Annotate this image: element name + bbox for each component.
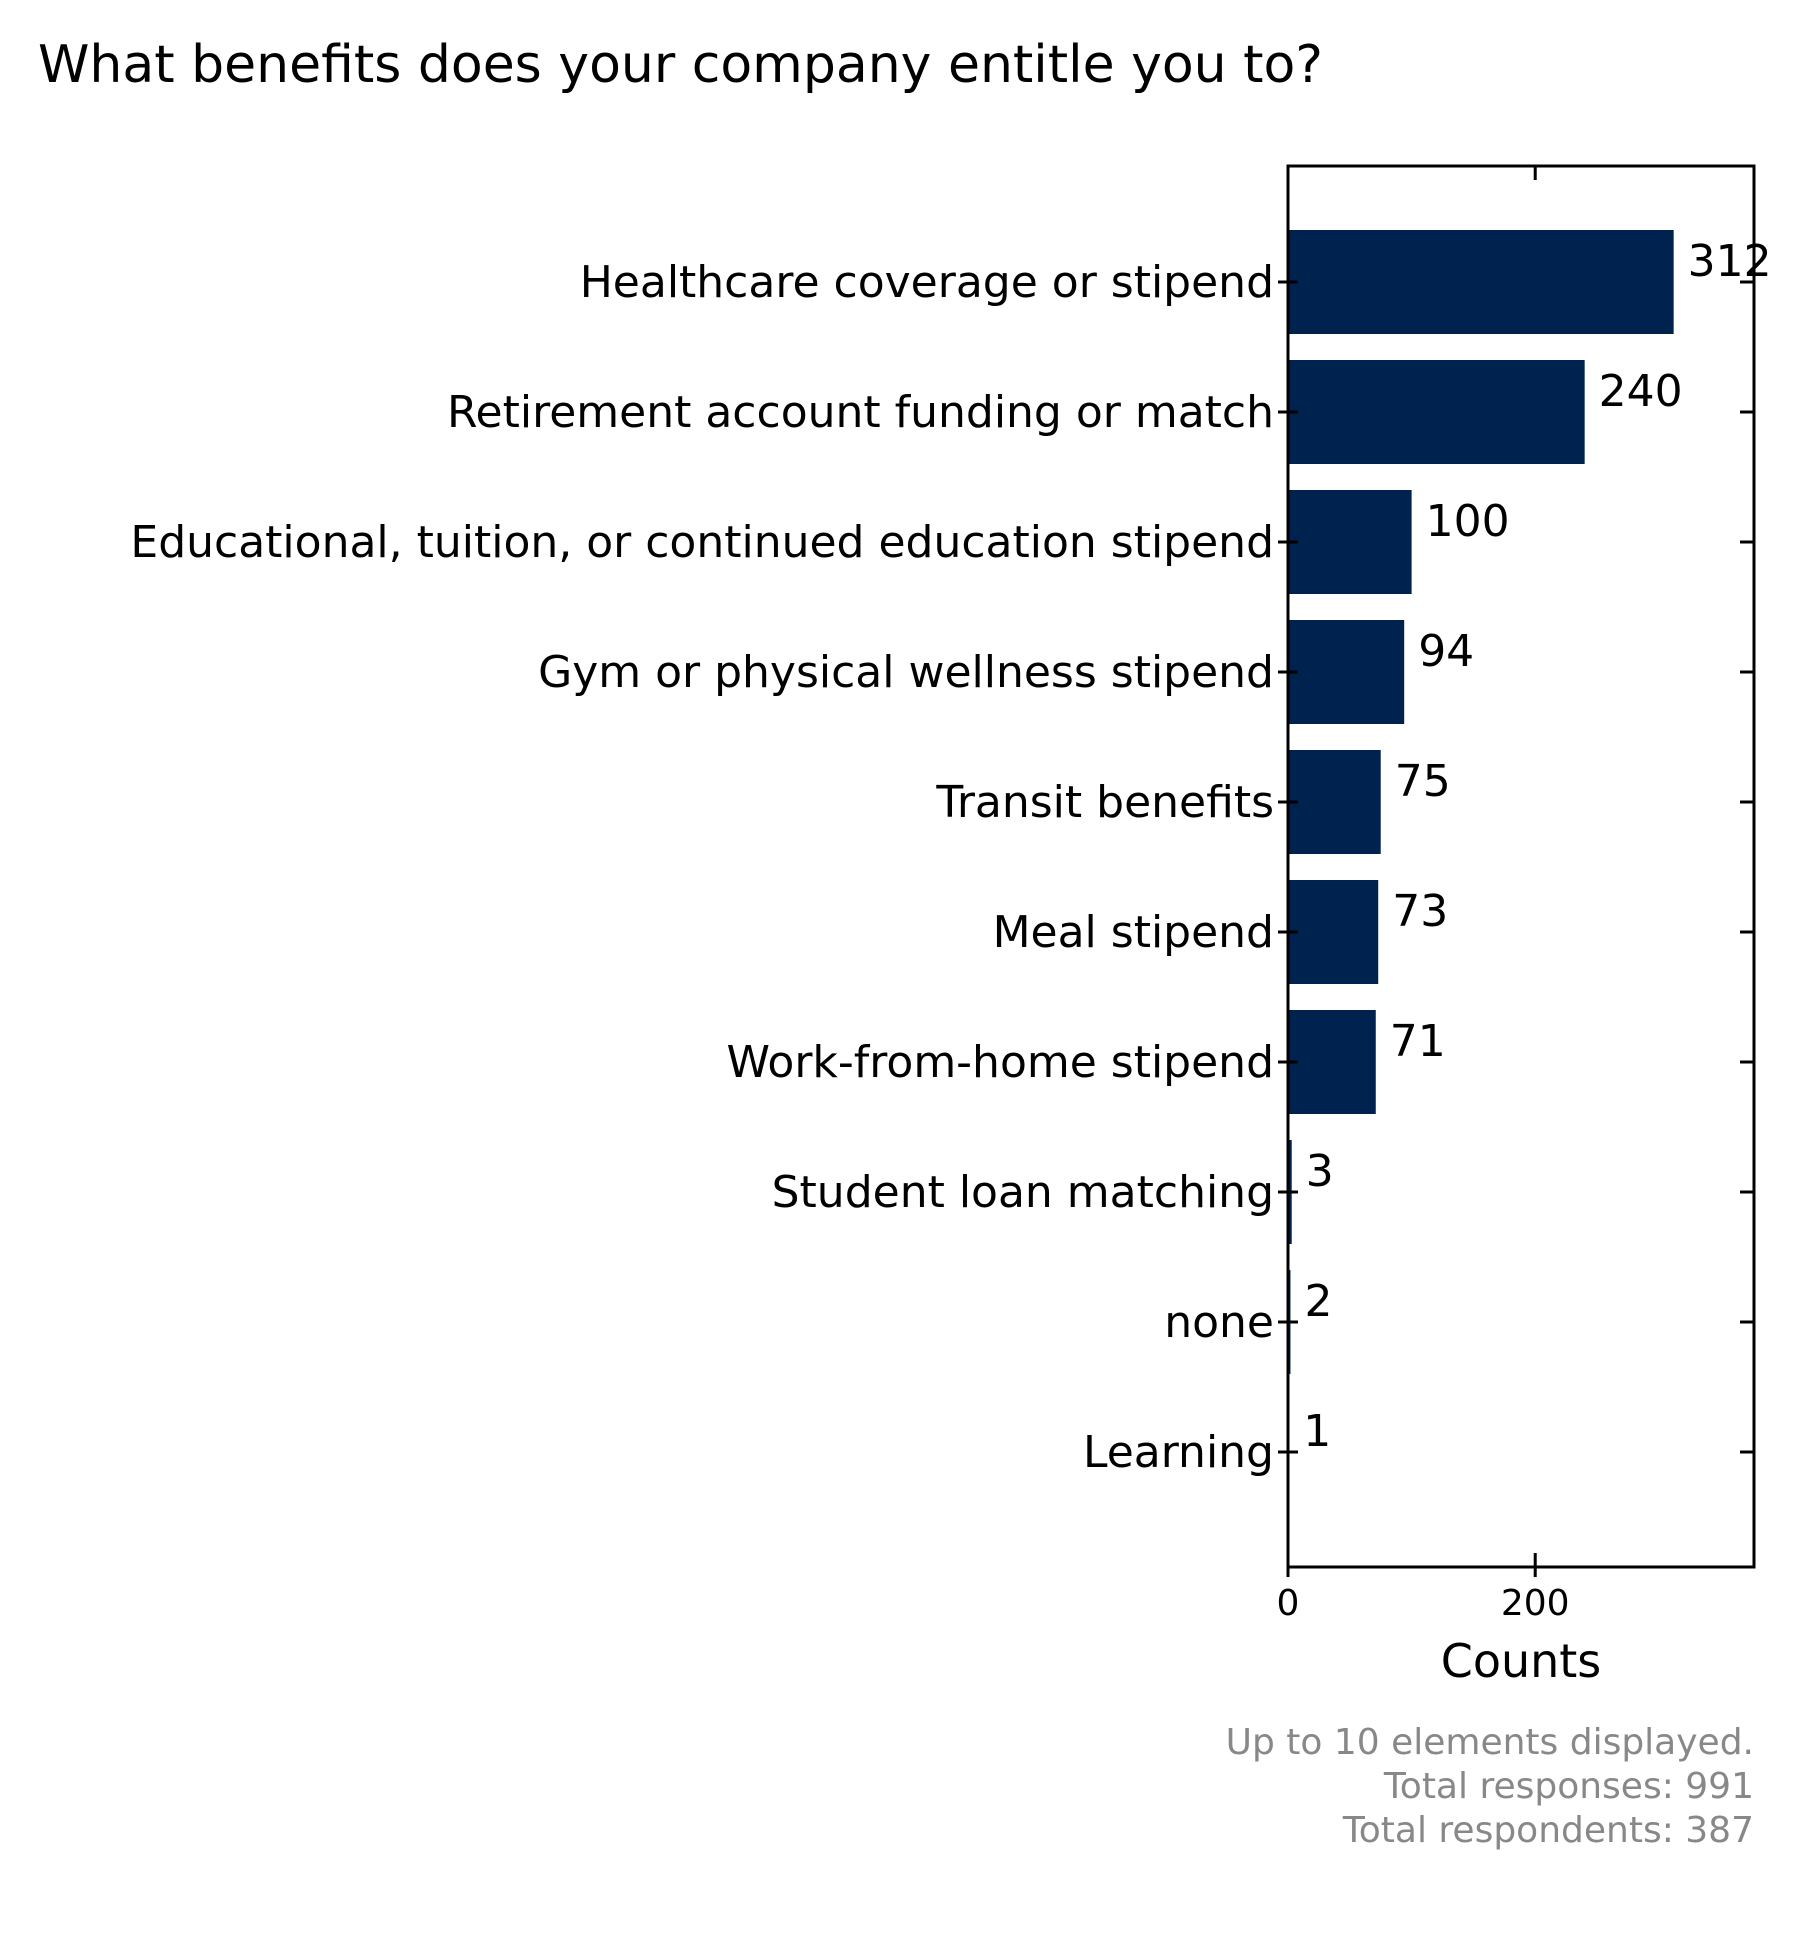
- x-axis-title: Counts: [1441, 1634, 1602, 1688]
- category-label-9: Learning: [1083, 1427, 1274, 1478]
- value-label-7: 3: [1306, 1146, 1334, 1197]
- footnote-elements-displayed: Up to 10 elements displayed.: [1226, 1722, 1754, 1763]
- category-label-3: Gym or physical wellness stipend: [538, 647, 1274, 698]
- value-label-4: 75: [1395, 756, 1451, 807]
- value-label-8: 2: [1304, 1276, 1332, 1327]
- category-label-8: none: [1164, 1297, 1274, 1348]
- bar-6: [1288, 1010, 1376, 1114]
- value-label-5: 73: [1392, 886, 1448, 937]
- ticks-layer: [1278, 166, 1754, 1577]
- bar-3: [1288, 620, 1405, 724]
- footnote-total-responses: Total responses: 991: [1383, 1766, 1754, 1807]
- value-labels-layer: 312 240 100 94 75 73 71 3 2 1: [1303, 236, 1771, 1457]
- category-label-2: Educational, tuition, or continued educa…: [130, 517, 1274, 568]
- chart-title: What benefits does your company entitle …: [38, 35, 1323, 95]
- category-label-1: Retirement account funding or match: [447, 387, 1274, 438]
- bar-1: [1288, 360, 1585, 464]
- value-label-6: 71: [1390, 1016, 1446, 1067]
- value-label-0: 312: [1688, 236, 1772, 287]
- bar-4: [1288, 750, 1381, 854]
- value-label-9: 1: [1303, 1406, 1331, 1457]
- category-label-4: Transit benefits: [935, 777, 1274, 828]
- category-label-7: Student loan matching: [772, 1167, 1274, 1218]
- bar-2: [1288, 490, 1412, 594]
- bar-5: [1288, 880, 1379, 984]
- category-labels-layer: Healthcare coverage or stipend Retirement…: [130, 257, 1274, 1478]
- value-label-2: 100: [1426, 496, 1510, 547]
- value-label-3: 94: [1418, 626, 1474, 677]
- plot-frame: [1286, 164, 1756, 1569]
- category-label-6: Work-from-home stipend: [726, 1037, 1274, 1088]
- category-label-5: Meal stipend: [993, 907, 1274, 958]
- x-tick-label-0: 0: [1277, 1583, 1300, 1624]
- tick-labels-layer: 0 200: [1277, 1583, 1570, 1624]
- bar-0: [1288, 230, 1674, 334]
- footnote-total-respondents: Total respondents: 387: [1342, 1810, 1754, 1851]
- footnotes-layer: Up to 10 elements displayed. Total respo…: [1226, 1722, 1754, 1851]
- category-label-0: Healthcare coverage or stipend: [580, 257, 1274, 308]
- value-label-1: 240: [1599, 366, 1683, 417]
- bars-layer: [1288, 230, 1674, 1504]
- x-tick-label-1: 200: [1501, 1583, 1570, 1624]
